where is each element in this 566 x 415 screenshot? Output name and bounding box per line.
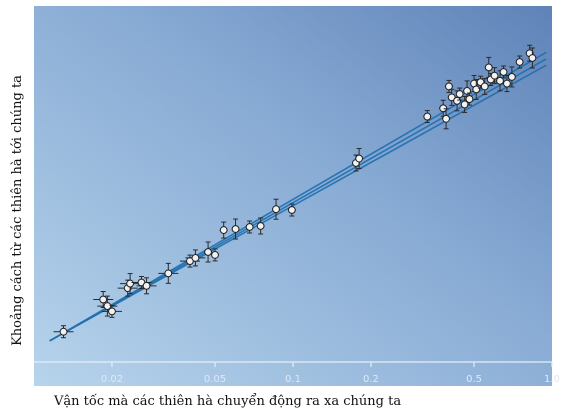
point-marker — [504, 80, 511, 87]
x-tick-label: 1.0 — [544, 374, 560, 385]
point-marker — [456, 91, 463, 98]
point-marker — [60, 328, 67, 335]
y-axis-label: Khoảng cách từ các thiên hà tới chúng ta — [10, 75, 25, 346]
x-tick-label: 0.02 — [101, 374, 123, 385]
point-marker — [205, 249, 212, 256]
point-marker — [466, 96, 473, 103]
plot-background — [34, 6, 552, 386]
x-tick-label: 0.1 — [285, 374, 301, 385]
point-marker — [473, 86, 480, 93]
y-axis-label-box: Khoảng cách từ các thiên hà tới chúng ta — [6, 60, 28, 360]
x-tick-label: 0.5 — [466, 374, 482, 385]
x-tick-label: 0.05 — [204, 374, 226, 385]
point-marker — [443, 115, 450, 122]
point-marker — [508, 74, 515, 81]
point-marker — [529, 55, 536, 62]
point-marker — [500, 69, 507, 76]
x-tick-label: 0.2 — [363, 374, 379, 385]
point-marker — [440, 105, 447, 112]
point-marker — [516, 59, 523, 66]
point-marker — [220, 227, 227, 234]
point-marker — [246, 224, 253, 231]
point-marker — [356, 155, 363, 162]
point-marker — [288, 207, 295, 214]
point-marker — [485, 64, 492, 71]
point-marker — [424, 113, 431, 120]
point-marker — [212, 252, 219, 259]
point-marker — [273, 206, 280, 213]
point-marker — [491, 72, 498, 79]
point-marker — [165, 270, 172, 277]
x-axis-label: Vận tốc mà các thiên hà chuyển động ra x… — [54, 394, 401, 409]
point-marker — [232, 226, 239, 233]
point-marker — [127, 280, 134, 287]
point-marker — [109, 308, 116, 315]
point-marker — [143, 282, 150, 289]
point-marker — [446, 83, 453, 90]
point-marker — [100, 296, 107, 303]
point-marker — [257, 223, 264, 230]
point-marker — [481, 83, 488, 90]
point-marker — [192, 255, 199, 262]
